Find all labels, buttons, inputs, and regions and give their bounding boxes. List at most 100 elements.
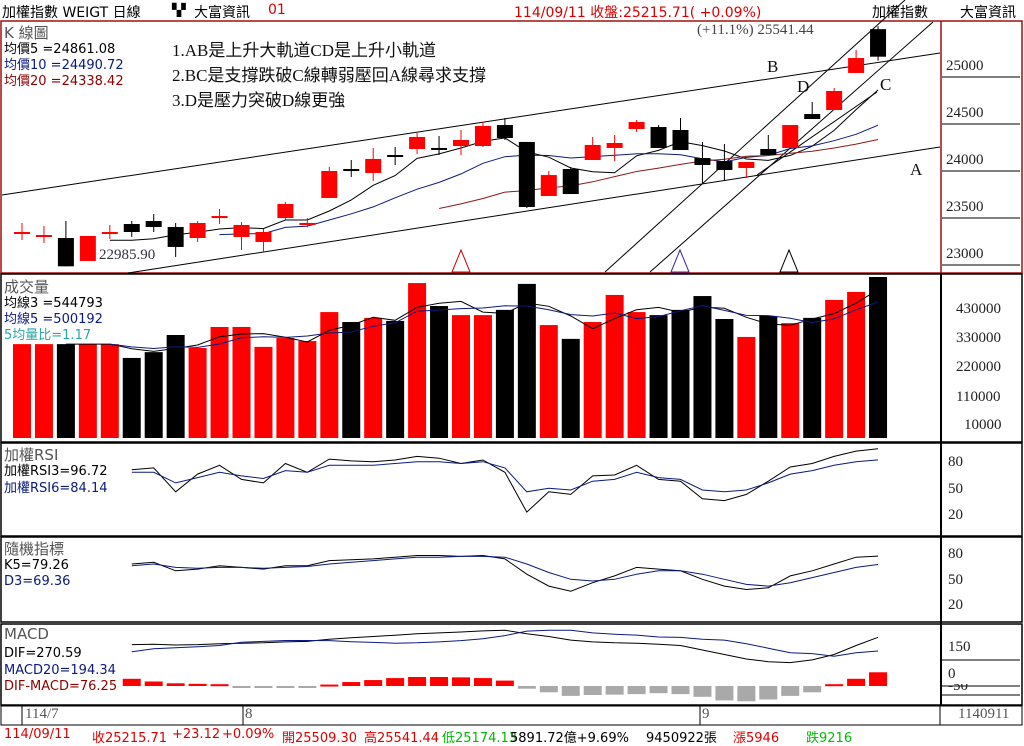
macd-histogram-bar: [869, 672, 888, 686]
candle-body: [123, 224, 140, 233]
kd-axis-label: 50: [948, 572, 963, 588]
xaxis-label: 9: [702, 706, 710, 722]
dif-line: [131, 629, 879, 664]
vendor-name: 大富資訊: [194, 5, 250, 21]
macd-histogram-bar: [781, 686, 800, 696]
volume-bar: [386, 320, 405, 438]
candle-body: [804, 114, 821, 120]
rsi6-legend: 加權RSI6=84.14: [4, 481, 108, 496]
candle-body: [826, 91, 843, 110]
price-axis-label: 25000: [946, 58, 984, 74]
grid-icon[interactable]: ▚▘: [172, 3, 191, 17]
macd-histogram-bar: [364, 680, 383, 686]
k-line: [131, 554, 879, 592]
volume-bar: [781, 323, 800, 438]
kd-axis-label: 20: [948, 597, 963, 613]
close-info: 114/09/11 收盤:25215.71( +0.09%): [514, 5, 762, 21]
candle-body: [606, 142, 623, 148]
volume-bar: [166, 335, 185, 438]
xaxis-label: 114/7: [25, 706, 59, 722]
volume-bar: [13, 344, 31, 438]
kd-panel-frame: [0, 536, 1023, 623]
macd-histogram-bar: [144, 681, 163, 686]
macd-histogram-bar: [627, 686, 646, 695]
rsi6-line: [131, 459, 879, 493]
candle-body: [255, 232, 272, 242]
volume-bar: [56, 344, 75, 438]
candle-body: [782, 125, 799, 148]
ma10-legend: 均價10 =24490.72: [4, 58, 124, 73]
macd-histogram-bar: [232, 686, 251, 688]
rsi-panel-frame: [0, 442, 1023, 537]
macd-axis-label: 150: [948, 639, 971, 655]
volume-bar: [869, 277, 888, 438]
status-volume: 9450922張: [646, 731, 717, 746]
line-label-b: B: [767, 57, 779, 76]
macd-histogram-bar: [693, 686, 712, 697]
dif-legend: DIF=270.59: [4, 646, 82, 661]
macd-histogram-bar: [342, 682, 361, 686]
candle-body: [343, 169, 360, 172]
candle-body: [211, 216, 228, 219]
candle-body: [167, 227, 184, 247]
volume-bar: [473, 315, 492, 438]
vol-ma3-legend: 均線3 =544793: [4, 296, 103, 311]
ma20-legend: 均價20 =24338.42: [4, 74, 124, 89]
stock-code: 01: [268, 2, 286, 18]
price-axis-label: 24500: [946, 105, 984, 121]
line-label-c: C: [880, 75, 892, 94]
macd-signal-line: [131, 629, 879, 657]
candle-body: [453, 139, 469, 146]
volume-bar: [254, 346, 273, 438]
volume-bar: [825, 299, 844, 438]
status-up-count: 漲5946: [733, 731, 780, 746]
volume-bar: [583, 322, 602, 438]
up-triangle-marker: [670, 248, 690, 273]
up-triangle-marker: [451, 248, 471, 273]
volume-bar: [210, 327, 229, 438]
volume-bar: [737, 336, 756, 438]
volume-bar: [232, 327, 251, 438]
trendline-d[interactable]: [604, 0, 906, 273]
annotation-note-1: 1.AB是上升大軌道CD是上升小軌道: [172, 41, 436, 60]
volume-bar: [561, 338, 580, 438]
status-down-count: 跌9216: [806, 731, 853, 746]
macd-histogram-bar: [386, 678, 405, 686]
volume-axis-label: 430000: [956, 301, 1001, 317]
trendline-b[interactable]: [1, 52, 941, 196]
volume-bar: [342, 322, 361, 438]
macd-histogram-bar: [276, 686, 295, 688]
candle-body: [189, 222, 206, 239]
up-triangle-marker: [779, 248, 799, 273]
price-axis-label: 23000: [946, 246, 984, 262]
candle-body: [409, 136, 426, 150]
macd-histogram-bar: [517, 686, 536, 689]
macd-histogram-bar: [715, 686, 734, 701]
candle-body: [299, 222, 316, 225]
kd-panel-title: 隨機指標: [4, 540, 65, 558]
trendline-c[interactable]: [756, 91, 878, 176]
volume-bar: [430, 306, 449, 438]
macd-histogram-bar: [649, 686, 668, 694]
status-amount: 5891.72億+9.69%: [510, 731, 629, 746]
volume-bar: [100, 344, 119, 438]
status-pct: +0.09%: [222, 727, 275, 742]
osc-legend: DIF-MACD=76.25: [4, 679, 118, 694]
xaxis-frame: [0, 705, 1023, 726]
volume-bar: [803, 317, 822, 438]
ma20-line: [438, 139, 879, 209]
candle-body: [694, 158, 711, 165]
candle-body: [716, 161, 733, 170]
candle-body: [540, 175, 557, 197]
macd-histogram-bar: [803, 686, 822, 693]
k-legend: K5=79.26: [4, 558, 69, 573]
macd-histogram-bar: [430, 677, 449, 686]
low-price-label: 22985.90: [99, 247, 156, 263]
vol-ratio-legend: 5均量比=1.17: [4, 328, 92, 343]
volume-axis-label: 330000: [956, 330, 1001, 346]
candle-body: [628, 122, 645, 129]
chart-title: 加權指數 WEIGT 日線: [2, 5, 141, 21]
volume-axis-label: 10000: [964, 417, 1002, 433]
candle-body: [57, 238, 74, 267]
